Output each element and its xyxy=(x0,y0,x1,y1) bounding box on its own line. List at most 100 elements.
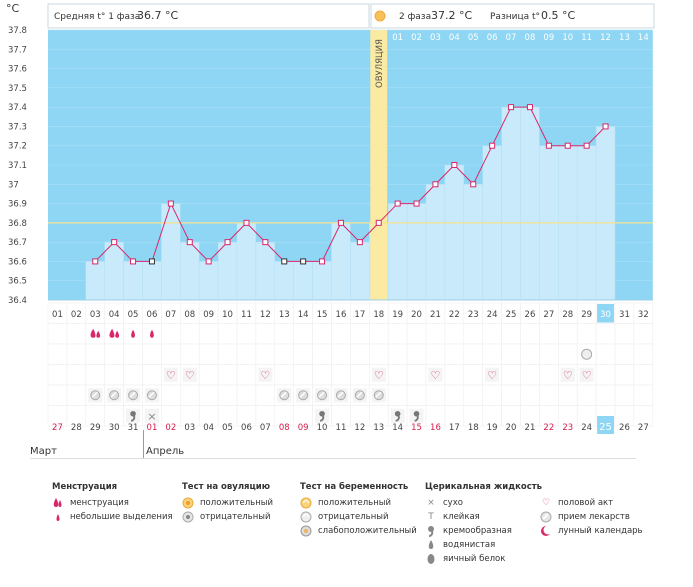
grid-cell xyxy=(463,364,483,386)
cycle-day-label: 25 xyxy=(506,310,517,320)
temperature-bar xyxy=(180,241,200,301)
cycle-day-label: 22 xyxy=(449,310,460,320)
legend-item: кремообразная xyxy=(443,526,512,536)
grid-cell xyxy=(557,384,578,406)
phase2-day-label: 12 xyxy=(600,33,611,43)
grid-cell xyxy=(539,364,559,386)
grid-cell xyxy=(633,405,654,427)
cycle-day-label: 05 xyxy=(128,310,139,320)
grid-cell xyxy=(104,364,124,386)
grid-cell xyxy=(331,343,351,365)
icon-cell-bg xyxy=(560,367,575,382)
cycle-day-label: 29 xyxy=(581,310,592,320)
temperature-point xyxy=(451,162,458,168)
grid-cell xyxy=(387,364,408,386)
grid-cell xyxy=(274,364,294,386)
cycle-day-label: 15 xyxy=(317,310,328,320)
heart-icon: ♡ xyxy=(166,369,176,382)
grid-cell xyxy=(520,323,540,345)
grid-cell xyxy=(123,343,143,365)
y-tick-label: 36.5 xyxy=(8,277,27,287)
creamy-icon-tail xyxy=(130,415,136,422)
grid-cell xyxy=(198,364,219,386)
temperature-point xyxy=(300,258,307,265)
grid-cell xyxy=(217,343,238,365)
legend-item: водянистая xyxy=(443,540,496,550)
temperature-bar xyxy=(444,164,465,301)
grid-cell xyxy=(463,384,483,406)
cycle-day-label: 21 xyxy=(430,310,441,320)
menstruation-drop-icon xyxy=(109,328,120,338)
grid-cell xyxy=(217,364,238,386)
grid-cell xyxy=(255,343,276,365)
grid-cell xyxy=(217,323,238,345)
temperature-point xyxy=(205,258,212,265)
grid-cell xyxy=(595,343,616,365)
creamy-icon xyxy=(130,410,136,417)
legend-menstruation: Менструация менструация небольшие выделе… xyxy=(52,482,173,524)
calendar-date-label: 16 xyxy=(430,423,441,433)
temperature-point xyxy=(526,104,533,111)
calendar-date-label: 28 xyxy=(71,423,82,433)
grid-cell xyxy=(217,384,238,406)
heart-icon: ♡ xyxy=(431,369,441,382)
calendar-date-label: 29 xyxy=(90,423,101,433)
temperature-line xyxy=(94,106,606,263)
legend-item: положительный xyxy=(318,498,391,508)
calendar-date-label: 21 xyxy=(525,423,536,433)
grid-cell xyxy=(425,384,446,406)
watery-icon xyxy=(425,539,437,551)
spotting-drop-icon xyxy=(131,329,135,338)
temperature-bar xyxy=(520,106,540,301)
legend-title: Менструация xyxy=(52,482,118,492)
pregnancy-weak-icon xyxy=(300,525,312,537)
y-tick-label: 37.3 xyxy=(8,122,27,132)
grid-cell xyxy=(614,343,635,365)
y-tick-label: 36.6 xyxy=(8,257,27,267)
legend-item: половой акт xyxy=(558,498,614,508)
temperature-point xyxy=(281,258,288,265)
heart-icon: ♡ xyxy=(185,369,195,382)
grid-cell xyxy=(66,384,87,406)
sun-icon xyxy=(374,10,386,22)
grid-cell xyxy=(633,343,654,365)
grid-cell xyxy=(236,323,257,345)
negative-test-icon xyxy=(182,511,194,523)
creamy-icon xyxy=(413,410,420,417)
cycle-day-label: 31 xyxy=(619,310,630,320)
grid-cell xyxy=(293,364,313,386)
temperature-point xyxy=(262,239,269,246)
calendar-date-label: 20 xyxy=(506,423,517,433)
calendar-date-label: 23 xyxy=(562,423,573,433)
pregnancy-negative-icon xyxy=(300,511,312,523)
grid-cell xyxy=(293,323,313,345)
dry-icon: × xyxy=(147,410,156,423)
grid-cell xyxy=(331,364,351,386)
y-tick-label: 36.9 xyxy=(8,200,27,210)
temperature-point xyxy=(337,219,344,226)
grid-cell xyxy=(312,364,332,386)
creamy-icon xyxy=(394,410,401,417)
cycle-day-label: 01 xyxy=(52,310,63,320)
phase2-day-label: 13 xyxy=(619,33,630,43)
pill-icon-line xyxy=(356,391,363,398)
temperature-point xyxy=(186,239,193,246)
temperature-point xyxy=(545,142,552,149)
y-tick-label: 37.2 xyxy=(8,142,27,152)
grid-cell xyxy=(85,343,106,365)
pill-icon-line xyxy=(91,391,98,398)
grid-cell xyxy=(595,323,616,345)
grid-cell xyxy=(161,343,181,365)
positive-test-icon xyxy=(182,497,194,509)
y-tick-label: 37.5 xyxy=(8,84,27,94)
phase1-value: 36.7 °C xyxy=(137,9,178,22)
grid-cell xyxy=(595,384,616,406)
grid-cell xyxy=(236,384,257,406)
cycle-day-label: 24 xyxy=(487,310,498,320)
grid-cell xyxy=(539,323,559,345)
grid-cell xyxy=(614,364,635,386)
grid-cell xyxy=(180,384,200,406)
temperature-bar xyxy=(293,261,313,301)
temperature-bar xyxy=(501,106,521,301)
grid-cell xyxy=(255,323,276,345)
